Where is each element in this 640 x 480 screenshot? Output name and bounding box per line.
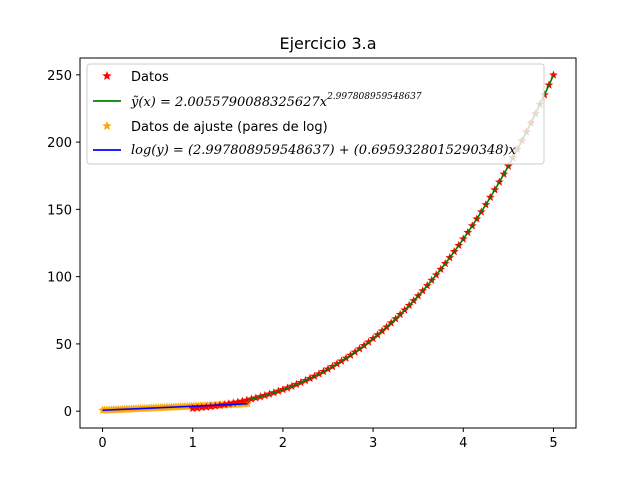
- x-tick-label: 4: [459, 436, 467, 451]
- datos-point: [192, 403, 202, 412]
- axes-frame: [79, 57, 577, 429]
- legend-marker-datos-de-ajuste: [102, 121, 112, 131]
- legend-star-datos: [102, 71, 112, 81]
- ajuste-point: [243, 399, 253, 408]
- series-log-line: [102, 402, 248, 412]
- chart-title: Ejercicio 3.a: [279, 34, 376, 53]
- y-tick-label: 150: [47, 203, 72, 218]
- legend-label-log: log(y) = (2.997808959548637) + (0.695932…: [131, 143, 517, 158]
- legend-label-datos-de-ajuste: Datos de ajuste (pares de log): [131, 120, 328, 135]
- y-tick-label: 200: [47, 136, 72, 151]
- y-tick-label: 100: [47, 271, 72, 286]
- legend-label-fit-base: ỹ(x) = 2.0055790088325627x: [130, 95, 328, 110]
- legend-label-fit: ỹ(x) = 2.0055790088325627x2.997808959548…: [130, 92, 422, 110]
- log-line: [102, 402, 248, 412]
- legend-marker-datos: [102, 71, 112, 81]
- legend-label-datos: Datos: [131, 70, 169, 85]
- datos-point: [224, 399, 234, 408]
- datos-point: [201, 402, 211, 411]
- datos-point: [233, 397, 243, 406]
- x-tick-label: 0: [98, 436, 106, 451]
- y-tick-label: 50: [55, 338, 72, 353]
- x-tick-label: 2: [279, 436, 287, 451]
- datos-point: [549, 70, 558, 79]
- datos-point: [228, 398, 238, 407]
- x-tick-label: 5: [549, 436, 557, 451]
- legend-star-ajuste: [102, 121, 112, 131]
- datos-point: [188, 403, 198, 413]
- x-tick-label: 3: [369, 436, 377, 451]
- y-tick-label: 0: [64, 405, 72, 420]
- y-tick-label: 250: [47, 69, 72, 84]
- fit-line: [246, 74, 555, 401]
- datos-point: [197, 402, 207, 412]
- plot-area: [98, 70, 558, 414]
- legend-box: [86, 63, 545, 165]
- y-axis: 0 50 100 150 200 250: [47, 69, 80, 420]
- x-tick-label: 1: [189, 436, 197, 451]
- series-fit-line: [246, 74, 555, 401]
- legend-label-fit-exponent: 2.997808959548637: [326, 92, 422, 102]
- datos-point: [237, 396, 247, 405]
- legend: Datos ỹ(x) = 2.0055790088325627x2.997808…: [86, 63, 545, 165]
- x-axis: 0 1 2 3 4 5: [98, 428, 558, 451]
